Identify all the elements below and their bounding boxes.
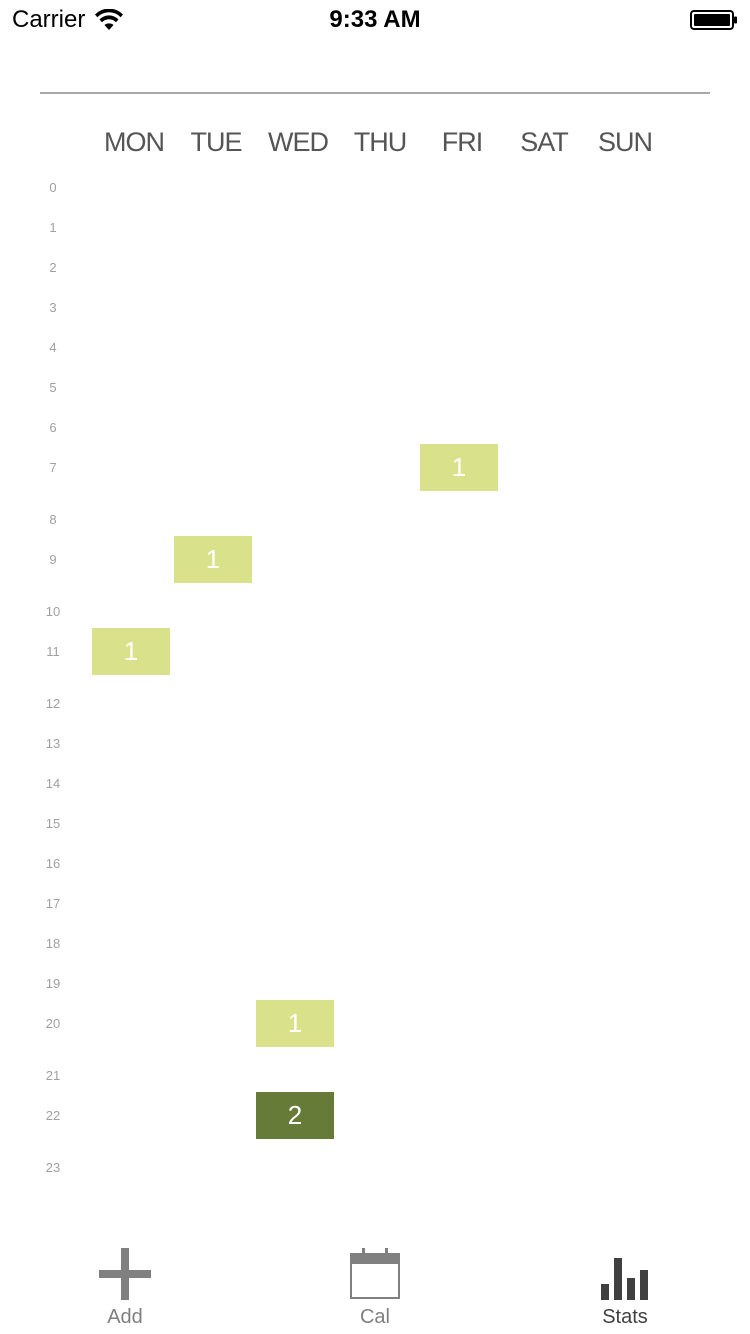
- hour-label-9: 9: [49, 552, 57, 567]
- carrier-label: Carrier: [12, 6, 86, 33]
- status-time: 9:33 AM: [329, 6, 421, 33]
- heat-cell-mon-11[interactable]: 1: [92, 628, 170, 675]
- day-header-sat: SAT: [520, 127, 569, 157]
- status-bar: Carrier 9:33 AM: [0, 0, 750, 40]
- hour-label-17: 17: [45, 896, 61, 911]
- wifi-icon: [95, 9, 124, 30]
- tab-stats[interactable]: Stats: [545, 1234, 705, 1334]
- plus-icon: [99, 1248, 151, 1300]
- tab-cal-label: Cal: [359, 1306, 390, 1328]
- hour-label-3: 3: [49, 300, 57, 315]
- day-header-mon: MON: [104, 127, 165, 157]
- hour-label-0: 0: [49, 180, 57, 195]
- heat-cell-wed-20[interactable]: 1: [256, 1000, 334, 1047]
- day-header-tue: TUE: [190, 127, 243, 157]
- heat-cell-tue-9[interactable]: 1: [174, 536, 252, 583]
- hour-label-2: 2: [49, 260, 57, 275]
- day-header-thu: THU: [353, 127, 408, 157]
- hour-label-19: 19: [45, 976, 61, 991]
- bar-chart-icon: [601, 1258, 648, 1300]
- hour-label-13: 13: [45, 736, 61, 751]
- hour-label-1: 1: [49, 220, 57, 235]
- hour-label-10: 10: [45, 604, 61, 619]
- tab-add[interactable]: Add: [45, 1234, 205, 1334]
- tab-bar: Add Cal Stats: [0, 1234, 750, 1334]
- hour-label-12: 12: [45, 696, 61, 711]
- hour-label-7: 7: [49, 460, 57, 475]
- battery-icon: [690, 10, 737, 30]
- calendar-icon: [350, 1248, 400, 1299]
- hour-label-20: 20: [45, 1016, 61, 1031]
- hour-label-18: 18: [45, 936, 61, 951]
- hour-label-11: 11: [46, 644, 60, 659]
- tab-cal[interactable]: Cal: [295, 1234, 455, 1334]
- hour-label-22: 22: [45, 1108, 61, 1123]
- heat-cell-wed-22[interactable]: 2: [256, 1092, 334, 1139]
- header-divider: [40, 92, 710, 94]
- hour-label-15: 15: [45, 816, 61, 831]
- hour-label-16: 16: [45, 856, 61, 871]
- hour-label-23: 23: [45, 1160, 61, 1175]
- day-header-wed: WED: [268, 127, 329, 157]
- hour-label-14: 14: [45, 776, 61, 791]
- tab-stats-label: Stats: [602, 1306, 648, 1328]
- day-header-fri: FRI: [441, 127, 484, 157]
- tab-add-label: Add: [107, 1306, 143, 1328]
- carrier-group: Carrier: [12, 6, 124, 34]
- hour-label-6: 6: [49, 420, 57, 435]
- heat-cell-fri-7[interactable]: 1: [420, 444, 498, 491]
- day-header-sun: SUN: [597, 127, 653, 157]
- hour-label-5: 5: [49, 380, 57, 395]
- hour-label-4: 4: [49, 340, 57, 355]
- hour-label-21: 21: [45, 1068, 61, 1083]
- hour-label-8: 8: [49, 512, 57, 527]
